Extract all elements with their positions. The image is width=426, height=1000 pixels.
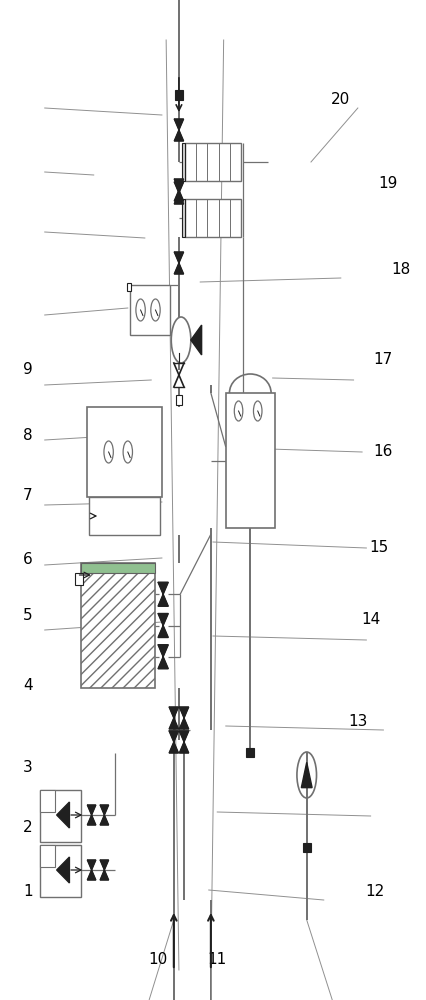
Polygon shape bbox=[100, 860, 109, 880]
Polygon shape bbox=[158, 613, 168, 638]
Bar bbox=[127, 283, 131, 291]
Text: 15: 15 bbox=[369, 540, 389, 556]
Text: 12: 12 bbox=[365, 884, 385, 900]
Text: 18: 18 bbox=[391, 262, 410, 277]
Text: 16: 16 bbox=[374, 444, 393, 460]
Polygon shape bbox=[174, 182, 184, 204]
Polygon shape bbox=[158, 645, 168, 669]
Bar bbox=[303, 843, 311, 852]
Bar bbox=[89, 497, 160, 535]
Bar bbox=[246, 748, 254, 757]
Bar bbox=[185, 199, 241, 237]
Text: 3: 3 bbox=[23, 760, 32, 776]
Bar bbox=[130, 285, 170, 335]
Text: 20: 20 bbox=[331, 93, 351, 107]
Text: 11: 11 bbox=[207, 952, 227, 968]
Bar bbox=[182, 199, 185, 237]
Text: 19: 19 bbox=[378, 176, 397, 192]
Bar bbox=[182, 143, 185, 181]
Text: 10: 10 bbox=[148, 952, 167, 968]
Bar bbox=[87, 407, 162, 497]
Bar bbox=[176, 395, 182, 405]
Bar bbox=[81, 563, 155, 573]
Text: 5: 5 bbox=[23, 607, 32, 622]
Polygon shape bbox=[169, 707, 178, 729]
Bar bbox=[175, 90, 183, 100]
Text: 17: 17 bbox=[374, 353, 393, 367]
Text: 2: 2 bbox=[23, 820, 32, 836]
Polygon shape bbox=[179, 731, 189, 753]
Polygon shape bbox=[87, 860, 96, 880]
Polygon shape bbox=[179, 707, 189, 729]
Text: 4: 4 bbox=[23, 678, 32, 692]
Polygon shape bbox=[100, 805, 109, 825]
Polygon shape bbox=[169, 731, 178, 753]
Text: 9: 9 bbox=[23, 362, 32, 377]
Bar bbox=[75, 573, 83, 585]
Polygon shape bbox=[57, 802, 69, 828]
Polygon shape bbox=[158, 582, 168, 606]
Bar bbox=[226, 393, 275, 528]
Bar bbox=[81, 563, 155, 688]
Text: 8: 8 bbox=[23, 428, 32, 442]
Polygon shape bbox=[191, 325, 201, 355]
Bar bbox=[185, 143, 241, 181]
Text: 7: 7 bbox=[23, 488, 32, 502]
Bar bbox=[40, 790, 81, 842]
Polygon shape bbox=[174, 179, 184, 201]
Bar bbox=[40, 790, 55, 812]
Polygon shape bbox=[57, 857, 69, 883]
Polygon shape bbox=[174, 119, 184, 141]
Text: 1: 1 bbox=[23, 884, 32, 900]
Text: 14: 14 bbox=[361, 612, 380, 628]
Polygon shape bbox=[174, 252, 184, 274]
Polygon shape bbox=[87, 805, 96, 825]
Bar bbox=[40, 845, 55, 867]
Text: 13: 13 bbox=[348, 714, 368, 730]
Polygon shape bbox=[301, 762, 312, 788]
Bar bbox=[40, 845, 81, 897]
Text: 6: 6 bbox=[23, 552, 32, 568]
